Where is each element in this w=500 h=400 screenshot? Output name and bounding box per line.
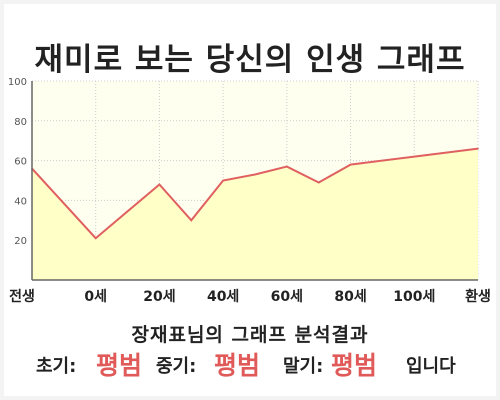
early-label: 초기: xyxy=(36,356,77,377)
late-value: 평범 xyxy=(331,351,378,380)
y-tick-label: 20 xyxy=(14,236,27,247)
data-point xyxy=(349,163,352,166)
data-point xyxy=(222,179,224,182)
x-tick-label: 40세 xyxy=(207,289,239,305)
late-label: 말기: xyxy=(283,356,324,377)
data-point xyxy=(413,155,416,158)
data-point xyxy=(158,183,161,186)
x-tick-label: 환생 xyxy=(465,288,491,305)
analysis-result: 초기: 평범 중기: 평범 말기: 평범 입니다 xyxy=(0,346,500,380)
x-tick-label: 20세 xyxy=(143,289,175,305)
analysis-subtitle: 장재표님의 그래프 분석결과 xyxy=(131,324,369,346)
page-title: 재미로 보는 당신의 인생 그래프 xyxy=(34,42,466,78)
middle-label: 중기: xyxy=(156,356,197,377)
y-tick-label: 80 xyxy=(14,117,27,128)
middle-value: 평범 xyxy=(214,351,261,380)
data-point xyxy=(94,237,97,240)
data-point xyxy=(254,173,256,176)
x-tick-label: 80세 xyxy=(334,289,366,305)
result-suffix: 입니다 xyxy=(406,356,456,377)
area-fill xyxy=(32,148,478,280)
x-tick-label: 60세 xyxy=(271,289,303,305)
y-tick-label: 60 xyxy=(14,157,27,168)
data-point xyxy=(286,165,288,168)
early-value: 평범 xyxy=(96,351,143,380)
life-graph-chart: 20 40 60 80 100 전생 0세 20세 40세 60세 80세 100세 환생 xyxy=(8,77,491,305)
x-tick-label: 전생 xyxy=(9,288,35,305)
data-point xyxy=(477,147,479,150)
x-tick-label: 0세 xyxy=(84,289,107,305)
x-tick-label: 100세 xyxy=(393,289,435,305)
y-tick-label: 40 xyxy=(14,196,27,207)
y-tick-label: 100 xyxy=(8,77,27,88)
data-point xyxy=(317,181,320,184)
data-point xyxy=(190,219,193,222)
